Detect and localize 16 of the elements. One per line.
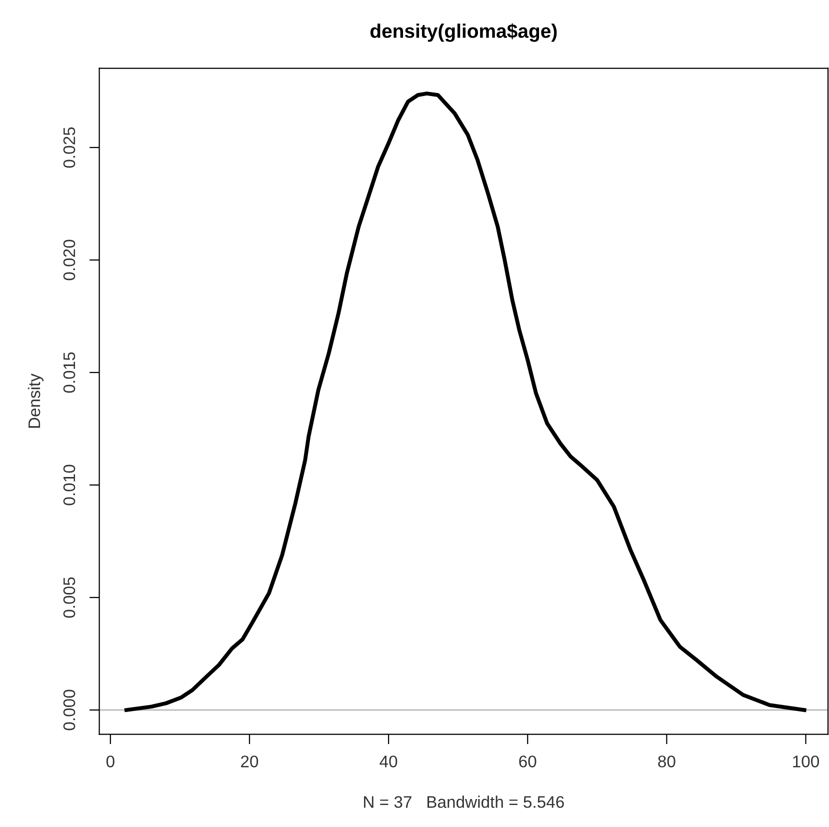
x-tick-label: 20 [241,756,258,768]
x-tick-label: 80 [658,756,676,768]
x-tick-label: 0 [106,756,114,768]
line-series [124,92,806,712]
chart-title: density(glioma$age) [370,23,557,42]
y-tick-label: 0.025 [63,127,76,168]
y-tick-label: 0.005 [63,577,76,618]
y-tick-label: 0.000 [63,690,76,730]
x-tick-label: 40 [380,756,398,768]
x-tick-label: 100 [793,756,820,768]
y-axis-title: Density [28,374,44,428]
y-tick-label: 0.015 [63,352,76,393]
y-tick-label: 0.020 [63,240,76,280]
x-axis-title: N = 37 Bandwidth = 5.546 [364,796,564,808]
x-tick-label: 60 [519,756,536,768]
y-tick-label: 0.010 [63,464,76,506]
